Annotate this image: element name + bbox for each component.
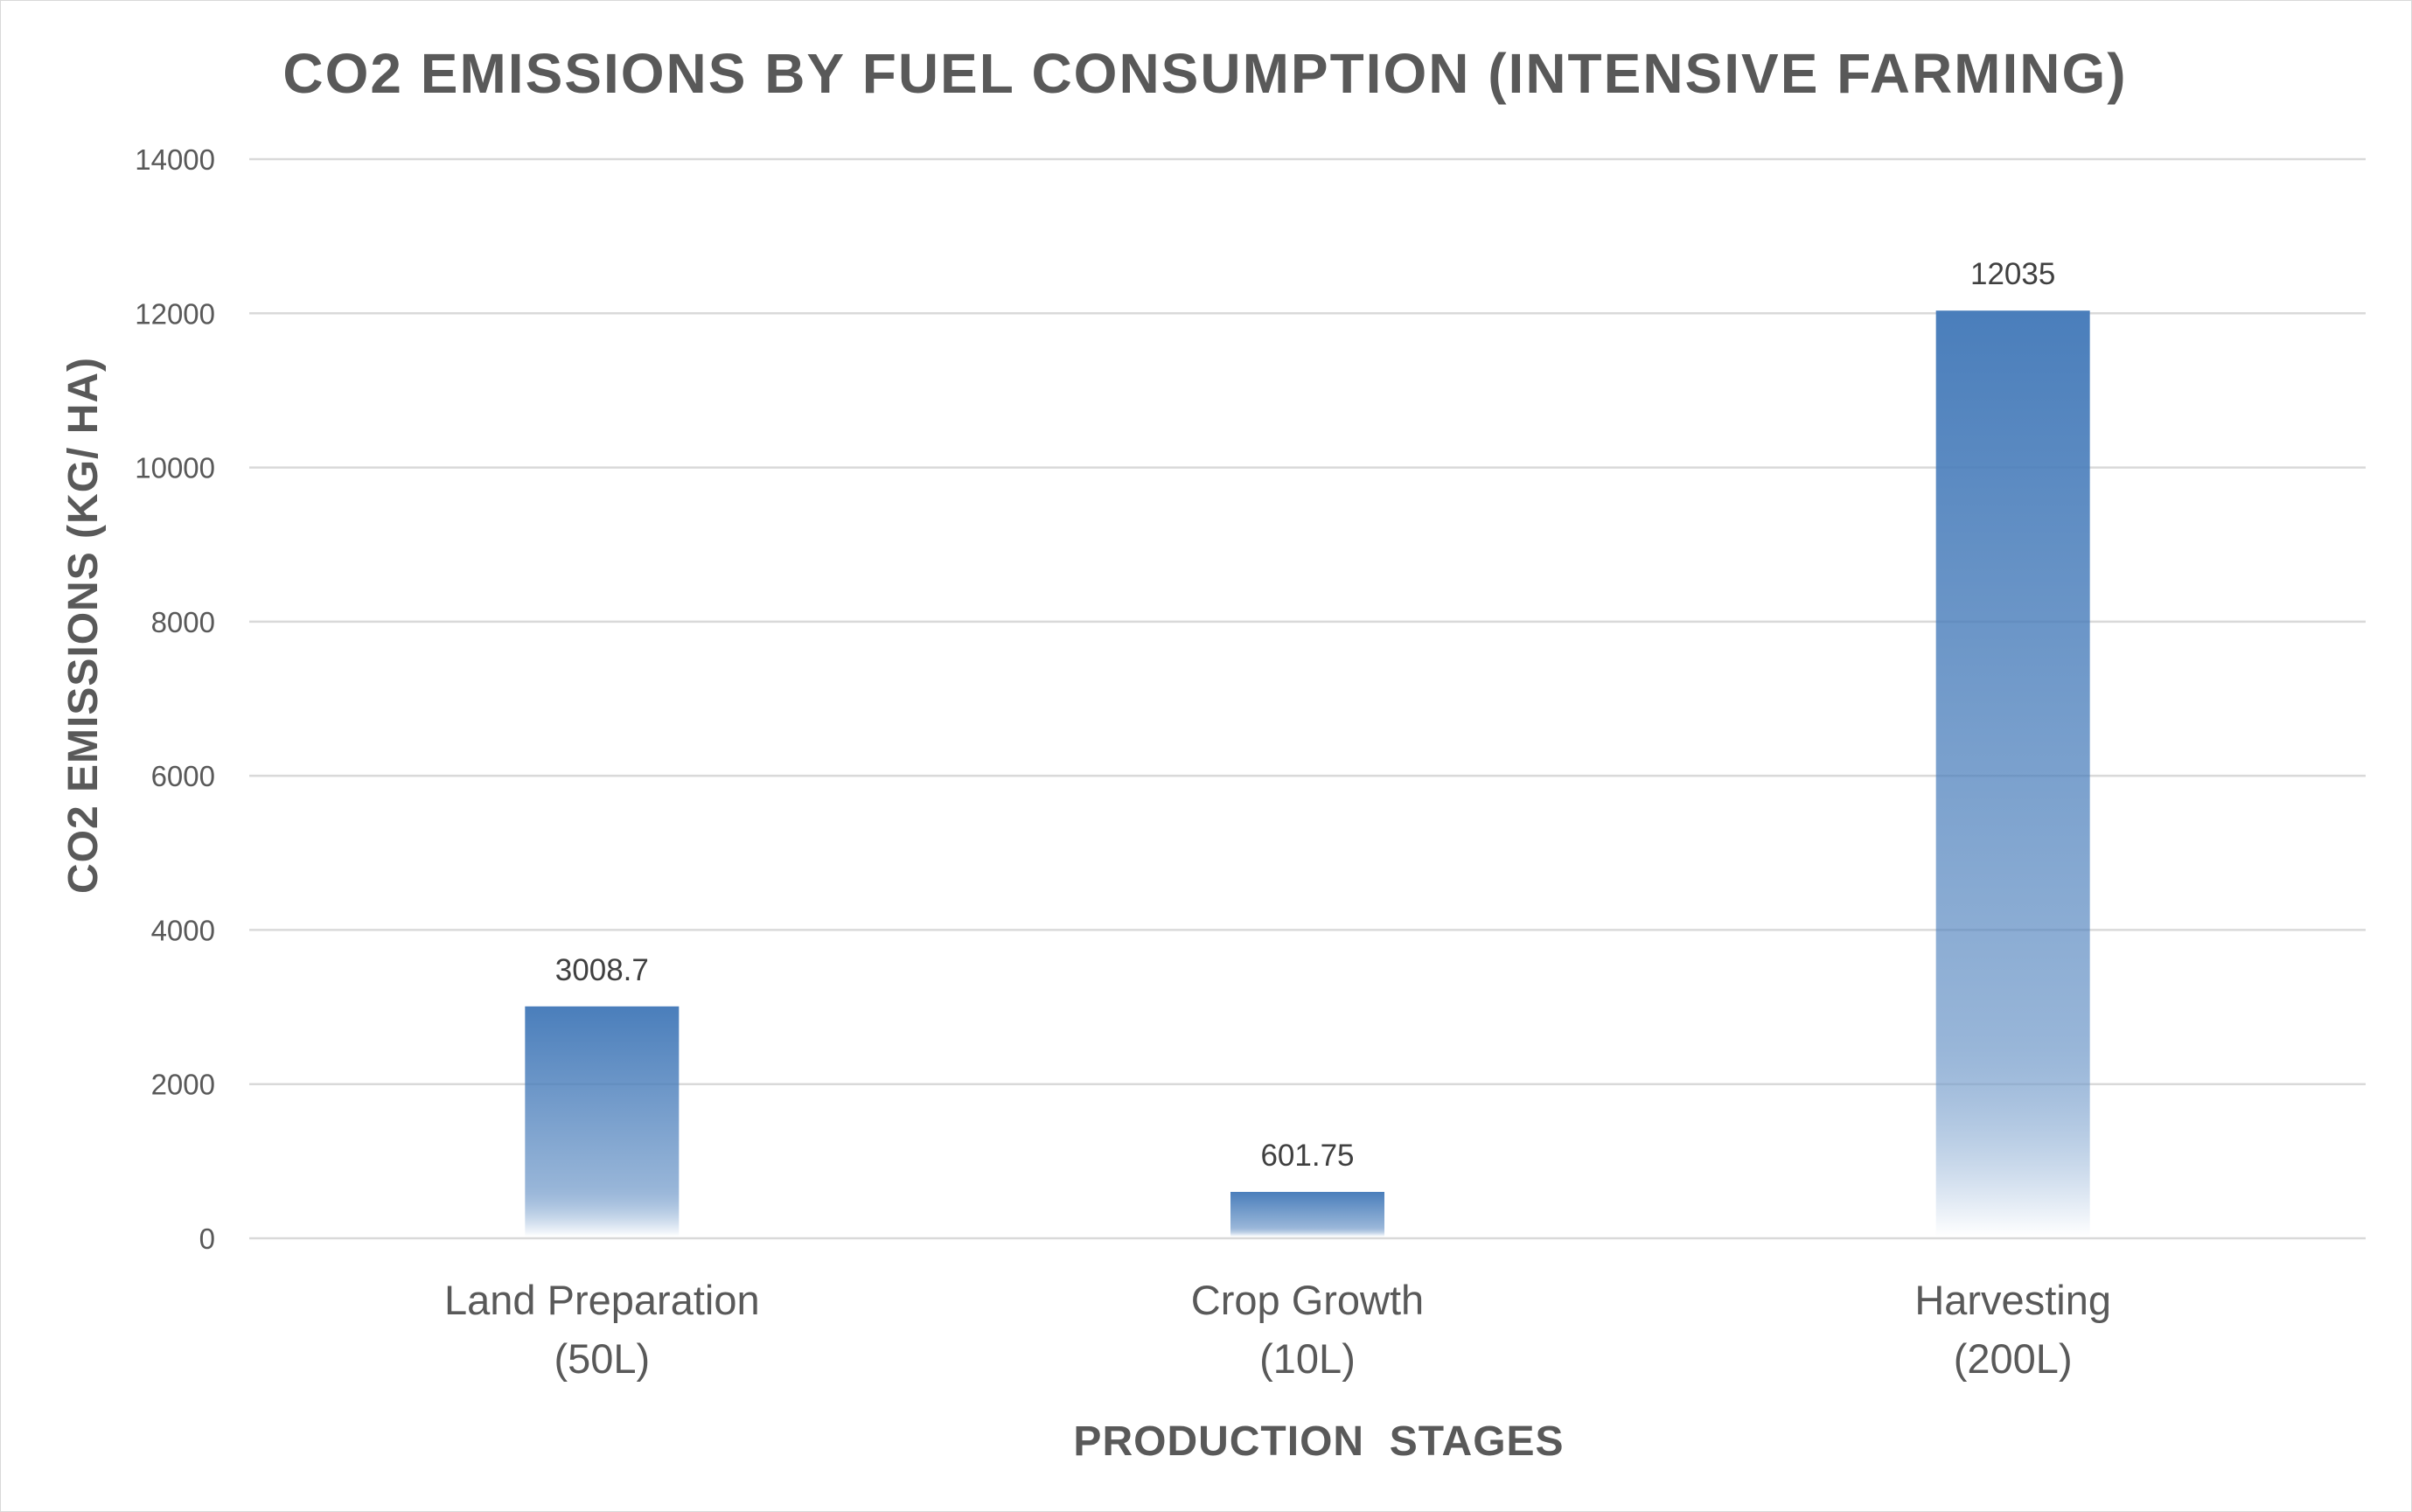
bar	[1230, 1191, 1384, 1237]
x-category-label: (50L)	[554, 1335, 650, 1382]
data-label: 12035	[1970, 257, 2055, 291]
y-tick-label: 8000	[151, 606, 215, 638]
chart-title: CO2 EMISSIONS BY FUEL CONSUMPTION (INTEN…	[282, 42, 2127, 105]
y-tick-label: 12000	[135, 297, 215, 330]
y-tick-label: 4000	[151, 914, 215, 946]
x-axis-categories: Land Preparation (50L) Crop Growth (10L) Har…	[444, 1277, 2111, 1382]
x-axis-title: PRODUCTION STAGES	[1073, 1418, 1564, 1465]
y-axis-title: CO2 EMISSIONS (KG/ HA)	[60, 357, 107, 894]
y-tick-label: 6000	[151, 760, 215, 792]
y-tick-label: 0	[199, 1223, 215, 1255]
y-tick-label: 2000	[151, 1069, 215, 1101]
y-tick-label: 14000	[135, 143, 215, 176]
x-category-label: Crop Growth	[1191, 1277, 1424, 1323]
data-labels: 3008.7 601.75 12035	[555, 257, 2056, 1173]
y-axis-ticks: 0 2000 4000 6000 8000 10000 12000 14000	[135, 143, 215, 1255]
x-category-label: (10L)	[1259, 1335, 1356, 1382]
x-category-label: Harvesting	[1914, 1277, 2111, 1323]
bar	[1935, 310, 2090, 1237]
data-label: 3008.7	[555, 953, 649, 987]
x-category-label: Land Preparation	[444, 1277, 760, 1323]
bars	[525, 310, 2090, 1237]
x-category-label: (200L)	[1954, 1335, 2073, 1382]
y-tick-label: 10000	[135, 452, 215, 484]
data-label: 601.75	[1260, 1139, 1354, 1173]
bar	[525, 1006, 680, 1237]
